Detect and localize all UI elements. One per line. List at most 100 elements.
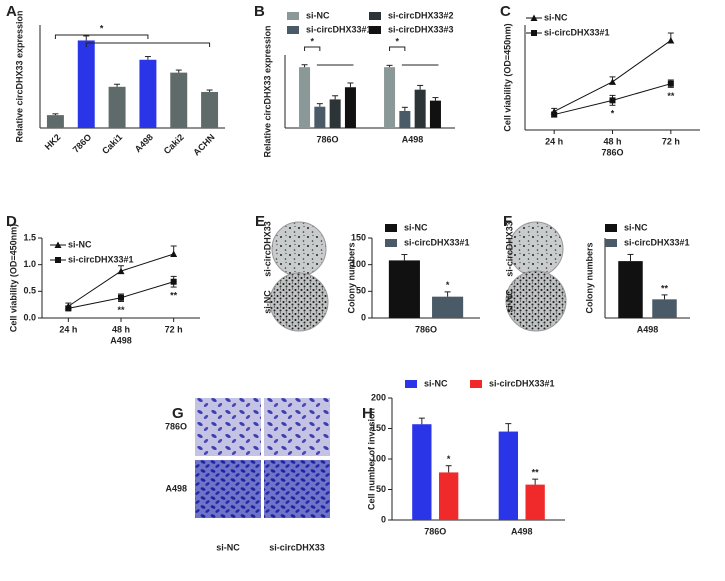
row-label: 786O bbox=[165, 421, 187, 431]
y-tick-label: 100 bbox=[371, 453, 386, 463]
y-tick-label: 200 bbox=[371, 392, 386, 402]
x-tick-label: A498 bbox=[637, 324, 659, 334]
point bbox=[117, 267, 125, 275]
legend-swatch bbox=[369, 12, 381, 20]
bar bbox=[618, 261, 643, 318]
legend-swatch bbox=[369, 26, 381, 34]
panel-letter: E bbox=[255, 213, 265, 230]
bar bbox=[77, 40, 95, 129]
panel-letter: B bbox=[254, 3, 265, 20]
x-tick-label: 24 h bbox=[545, 136, 563, 146]
y-tick-label: 1.5 bbox=[23, 232, 36, 242]
bracket bbox=[389, 46, 406, 51]
y-tick-label: 0 bbox=[381, 514, 386, 524]
legend-swatch bbox=[287, 12, 299, 20]
bar bbox=[314, 106, 326, 128]
legend-label: si-circDHX33#3 bbox=[388, 24, 454, 34]
panel-letter: A bbox=[6, 3, 17, 20]
plate-label: si-NC bbox=[262, 290, 272, 314]
x-tick-label: 786O bbox=[71, 132, 94, 155]
legend-swatch bbox=[385, 224, 397, 232]
legend-label: si-NC bbox=[424, 378, 448, 388]
legend-marker bbox=[55, 257, 61, 263]
y-axis-label: Cell viability (OD=450nm) bbox=[502, 23, 512, 131]
bar bbox=[139, 59, 157, 129]
x-tick-label: A498 bbox=[402, 134, 424, 144]
micrograph bbox=[264, 398, 330, 456]
legend-label: si-circDHX33#1 bbox=[489, 378, 555, 388]
micrograph bbox=[264, 460, 330, 518]
y-axis-label: Relative circDHX33 expression bbox=[14, 10, 24, 142]
legend-swatch bbox=[287, 26, 299, 34]
point bbox=[551, 111, 558, 118]
y-tick-label: 0.0 bbox=[23, 312, 36, 322]
bar bbox=[329, 99, 341, 128]
panel-letter: C bbox=[500, 3, 511, 20]
bar bbox=[299, 67, 311, 128]
point bbox=[118, 294, 124, 301]
bar bbox=[498, 431, 518, 520]
x-tick-label: A498 bbox=[511, 526, 533, 536]
bar bbox=[344, 87, 356, 128]
x-axis-label: 786O bbox=[601, 147, 623, 157]
y-tick-label: 0.5 bbox=[23, 286, 36, 296]
significance-mark: ** bbox=[667, 91, 675, 101]
legend-label: si-circDHX33#1 bbox=[68, 254, 134, 264]
y-tick-label: 1.0 bbox=[23, 259, 36, 269]
colony-plate bbox=[505, 270, 567, 332]
significance-mark: ** bbox=[532, 468, 540, 478]
legend-label: si-circDHX33#1 bbox=[404, 237, 470, 247]
x-axis-label: A498 bbox=[110, 335, 132, 345]
legend-label: si-NC bbox=[404, 222, 428, 232]
legend-swatch bbox=[405, 380, 417, 388]
y-axis-label: Relative circDHX33 expression bbox=[262, 25, 272, 157]
point bbox=[667, 80, 674, 87]
legend-label: si-NC bbox=[306, 10, 330, 20]
bar bbox=[384, 67, 396, 128]
bar bbox=[108, 86, 126, 128]
legend-marker bbox=[54, 241, 62, 248]
point bbox=[170, 250, 178, 257]
annotation: * bbox=[395, 36, 399, 46]
legend-marker bbox=[531, 30, 537, 36]
legend-marker bbox=[530, 14, 538, 21]
x-tick-label: Caki2 bbox=[162, 132, 186, 156]
panel-letter: G bbox=[172, 405, 184, 422]
y-tick-label: 50 bbox=[376, 484, 386, 494]
bar bbox=[432, 296, 464, 318]
bar bbox=[170, 72, 188, 128]
x-tick-label: 48 h bbox=[603, 136, 621, 146]
bar bbox=[429, 100, 441, 128]
y-axis-label: Cell number of invasion bbox=[366, 408, 376, 510]
significance-mark: * bbox=[447, 454, 451, 464]
y-tick-label: 0 bbox=[361, 312, 366, 322]
panel-letter: D bbox=[6, 213, 17, 230]
point bbox=[609, 97, 616, 104]
x-tick-label: HK2 bbox=[43, 132, 63, 152]
bar bbox=[399, 110, 411, 128]
colony-plate bbox=[271, 221, 327, 277]
plate-label: si-NC bbox=[504, 289, 514, 313]
significance-mark: ** bbox=[661, 283, 669, 293]
x-tick-label: Caki1 bbox=[100, 132, 124, 156]
legend-label: si-circDHX33#1 bbox=[306, 24, 372, 34]
panel-letter: F bbox=[503, 213, 512, 230]
colony-plate bbox=[508, 221, 564, 277]
legend-label: si-circDHX33#1 bbox=[624, 237, 690, 247]
bar bbox=[652, 299, 677, 318]
x-tick-label: 48 h bbox=[112, 324, 130, 334]
column-label: si-NC bbox=[216, 542, 240, 552]
y-tick-label: 150 bbox=[351, 232, 366, 242]
y-tick-label: 150 bbox=[371, 423, 386, 433]
point bbox=[65, 305, 72, 312]
point bbox=[170, 278, 177, 285]
x-tick-label: 72 h bbox=[662, 136, 680, 146]
bar bbox=[525, 484, 545, 520]
bracket bbox=[304, 46, 321, 51]
legend-label: si-circDHX33#1 bbox=[544, 27, 610, 37]
plate-label: si-circDHX33 bbox=[262, 221, 272, 277]
legend-swatch bbox=[470, 380, 482, 388]
significance-mark: * bbox=[611, 109, 615, 119]
x-tick-label: 786O bbox=[316, 134, 338, 144]
